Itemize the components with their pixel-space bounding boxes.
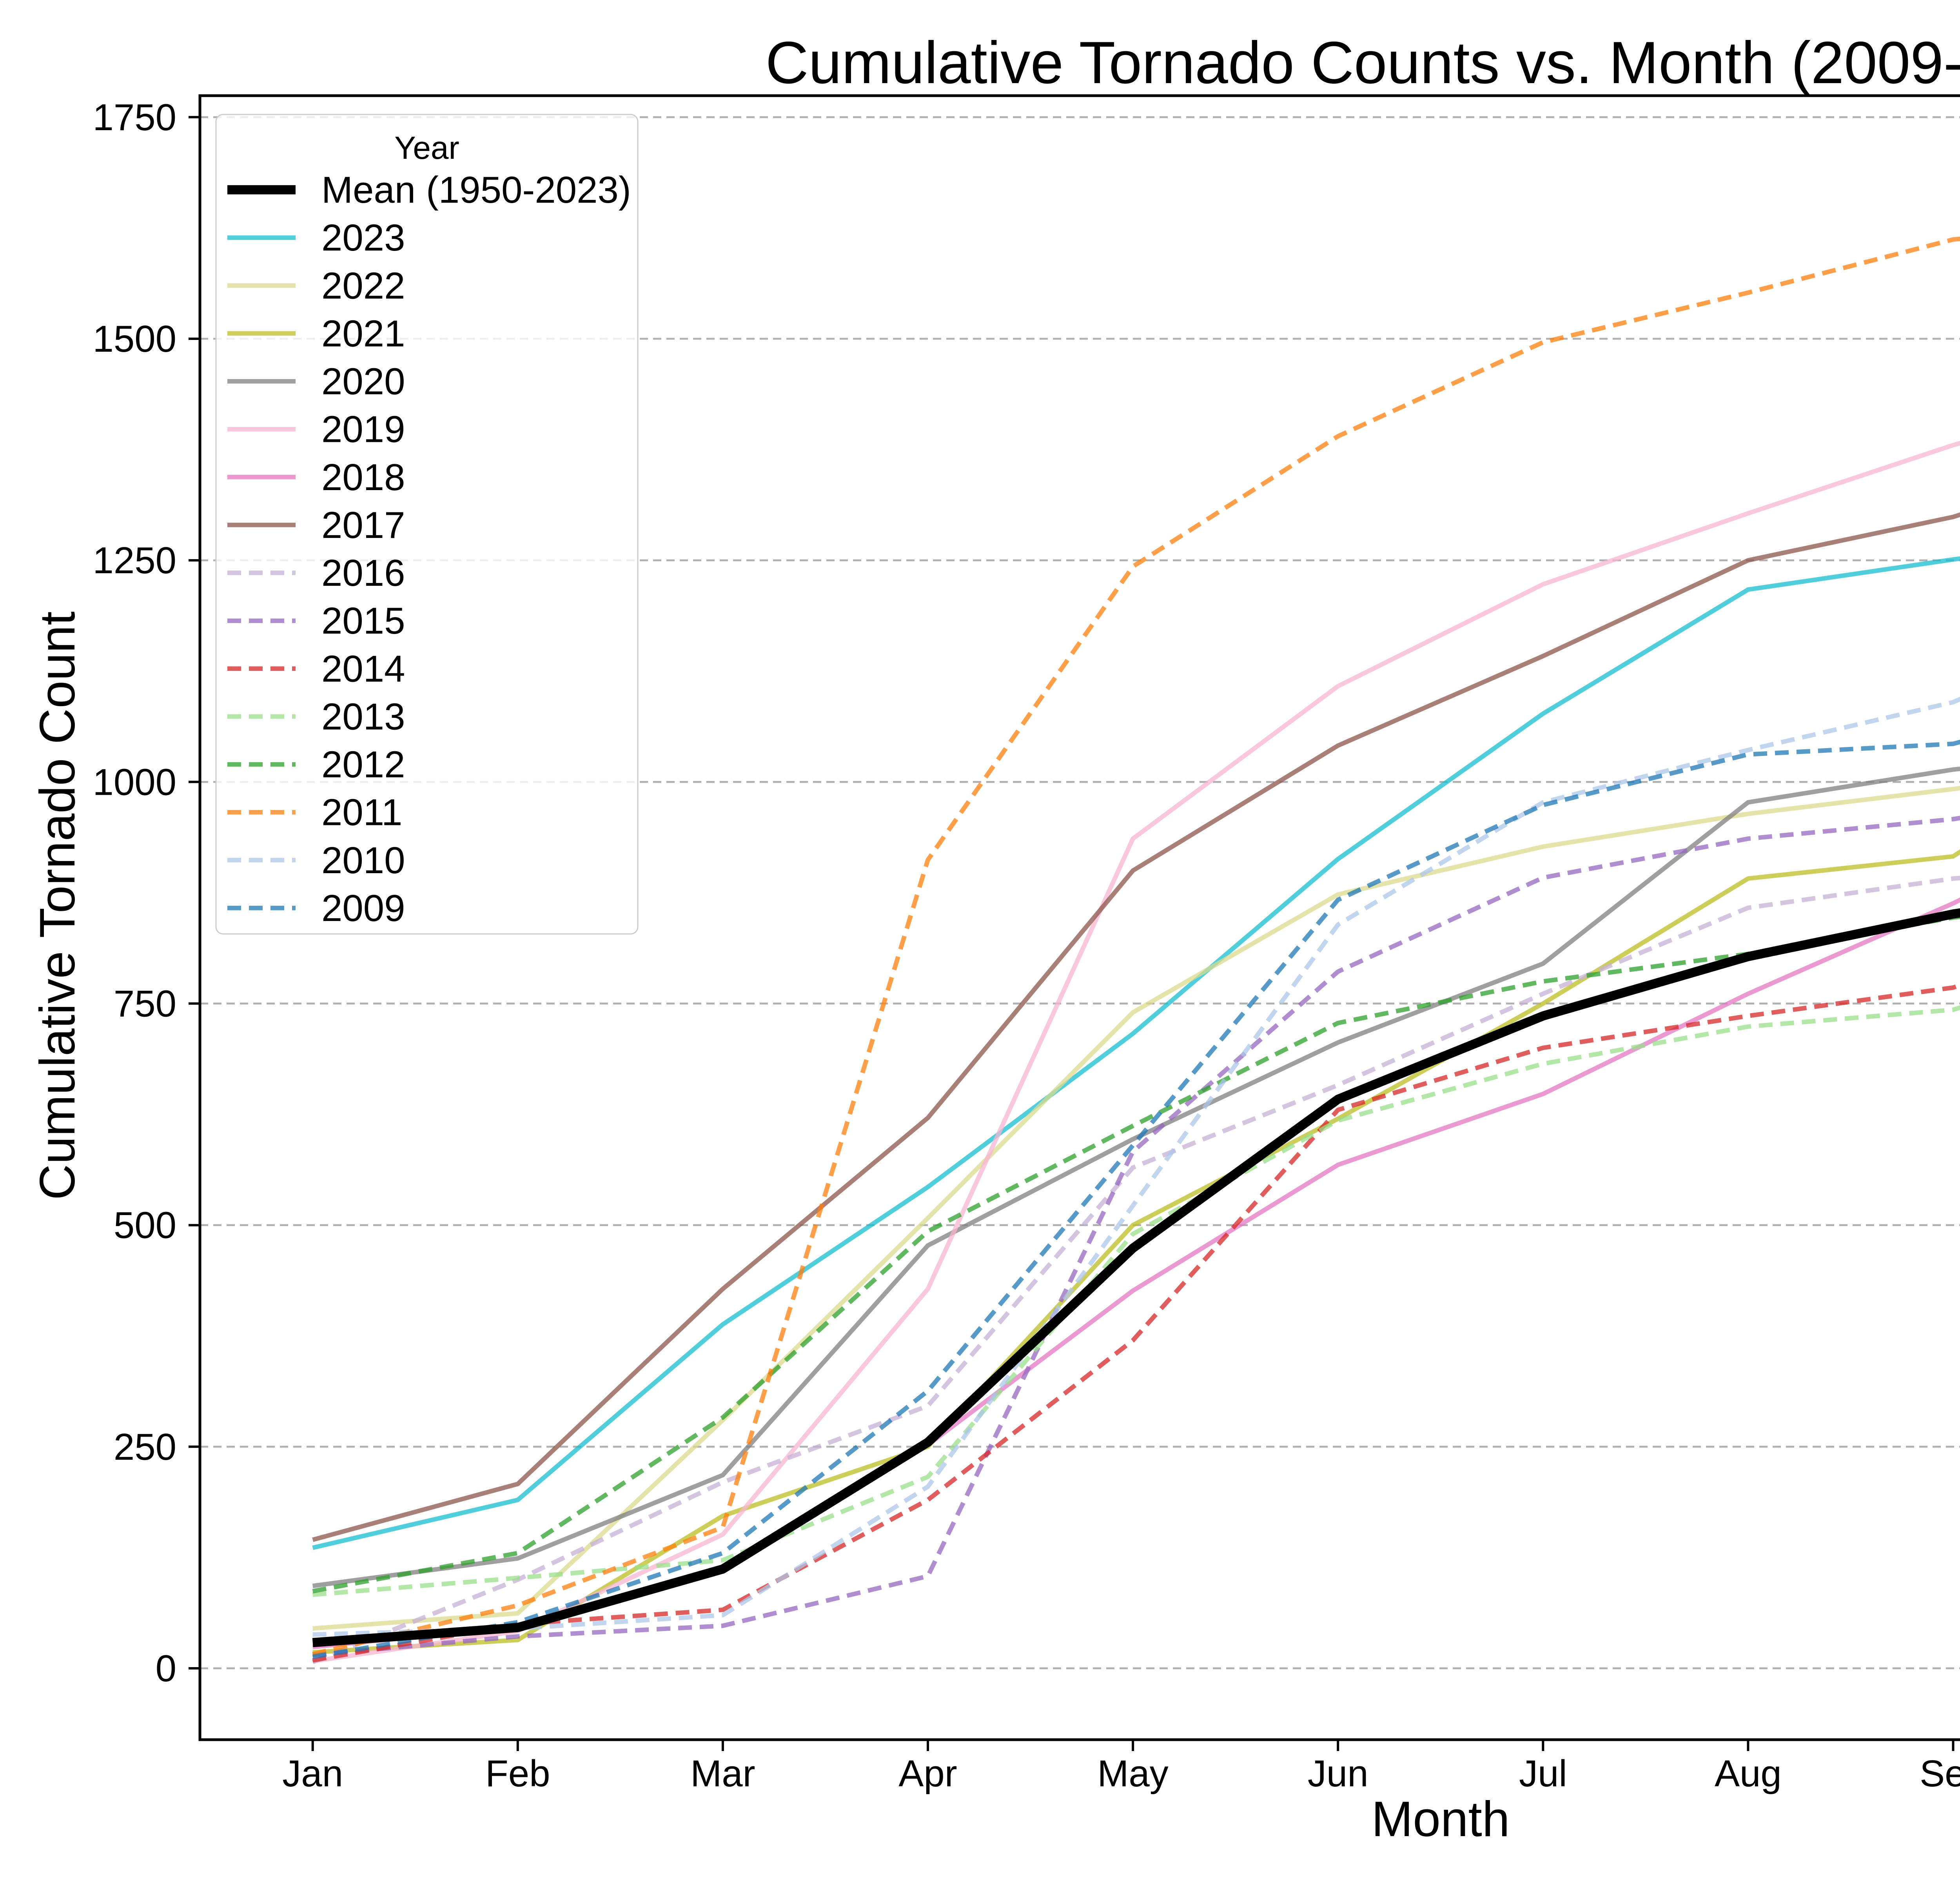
svg-text:1500: 1500: [93, 318, 176, 360]
svg-text:Feb: Feb: [485, 1753, 550, 1795]
svg-text:Jan: Jan: [282, 1753, 343, 1795]
svg-text:250: 250: [114, 1426, 176, 1468]
svg-text:1000: 1000: [93, 761, 176, 803]
svg-text:Mean (1950-2023): Mean (1950-2023): [321, 169, 631, 211]
svg-text:750: 750: [114, 983, 176, 1025]
svg-text:2022: 2022: [321, 265, 405, 307]
svg-text:Jun: Jun: [1308, 1753, 1368, 1795]
svg-text:2020: 2020: [321, 361, 405, 403]
svg-text:2012: 2012: [321, 744, 405, 786]
svg-text:500: 500: [114, 1204, 176, 1246]
svg-text:Aug: Aug: [1715, 1753, 1782, 1795]
svg-text:2019: 2019: [321, 409, 405, 451]
svg-text:2014: 2014: [321, 648, 405, 690]
svg-text:2009: 2009: [321, 887, 405, 929]
svg-text:Sep: Sep: [1920, 1753, 1960, 1795]
svg-text:0: 0: [156, 1648, 176, 1689]
svg-text:2016: 2016: [321, 552, 405, 594]
svg-text:1750: 1750: [93, 96, 176, 138]
svg-text:Apr: Apr: [898, 1753, 957, 1795]
svg-text:2018: 2018: [321, 456, 405, 498]
svg-text:2017: 2017: [321, 504, 405, 546]
svg-text:Year: Year: [394, 130, 459, 166]
svg-text:2010: 2010: [321, 839, 405, 881]
svg-text:2013: 2013: [321, 696, 405, 738]
svg-text:Cumulative Tornado Counts vs.: Cumulative Tornado Counts vs. Month (200…: [766, 29, 1960, 96]
svg-text:1250: 1250: [93, 540, 176, 581]
svg-text:Mar: Mar: [690, 1753, 755, 1795]
svg-text:Jul: Jul: [1519, 1753, 1567, 1795]
svg-text:Month: Month: [1372, 1791, 1510, 1847]
svg-text:2011: 2011: [321, 792, 402, 834]
svg-text:May: May: [1097, 1753, 1168, 1795]
svg-text:Cumulative Tornado Count: Cumulative Tornado Count: [29, 611, 85, 1200]
svg-text:2023: 2023: [321, 217, 405, 259]
svg-text:2021: 2021: [321, 312, 405, 354]
svg-text:2015: 2015: [321, 600, 405, 642]
